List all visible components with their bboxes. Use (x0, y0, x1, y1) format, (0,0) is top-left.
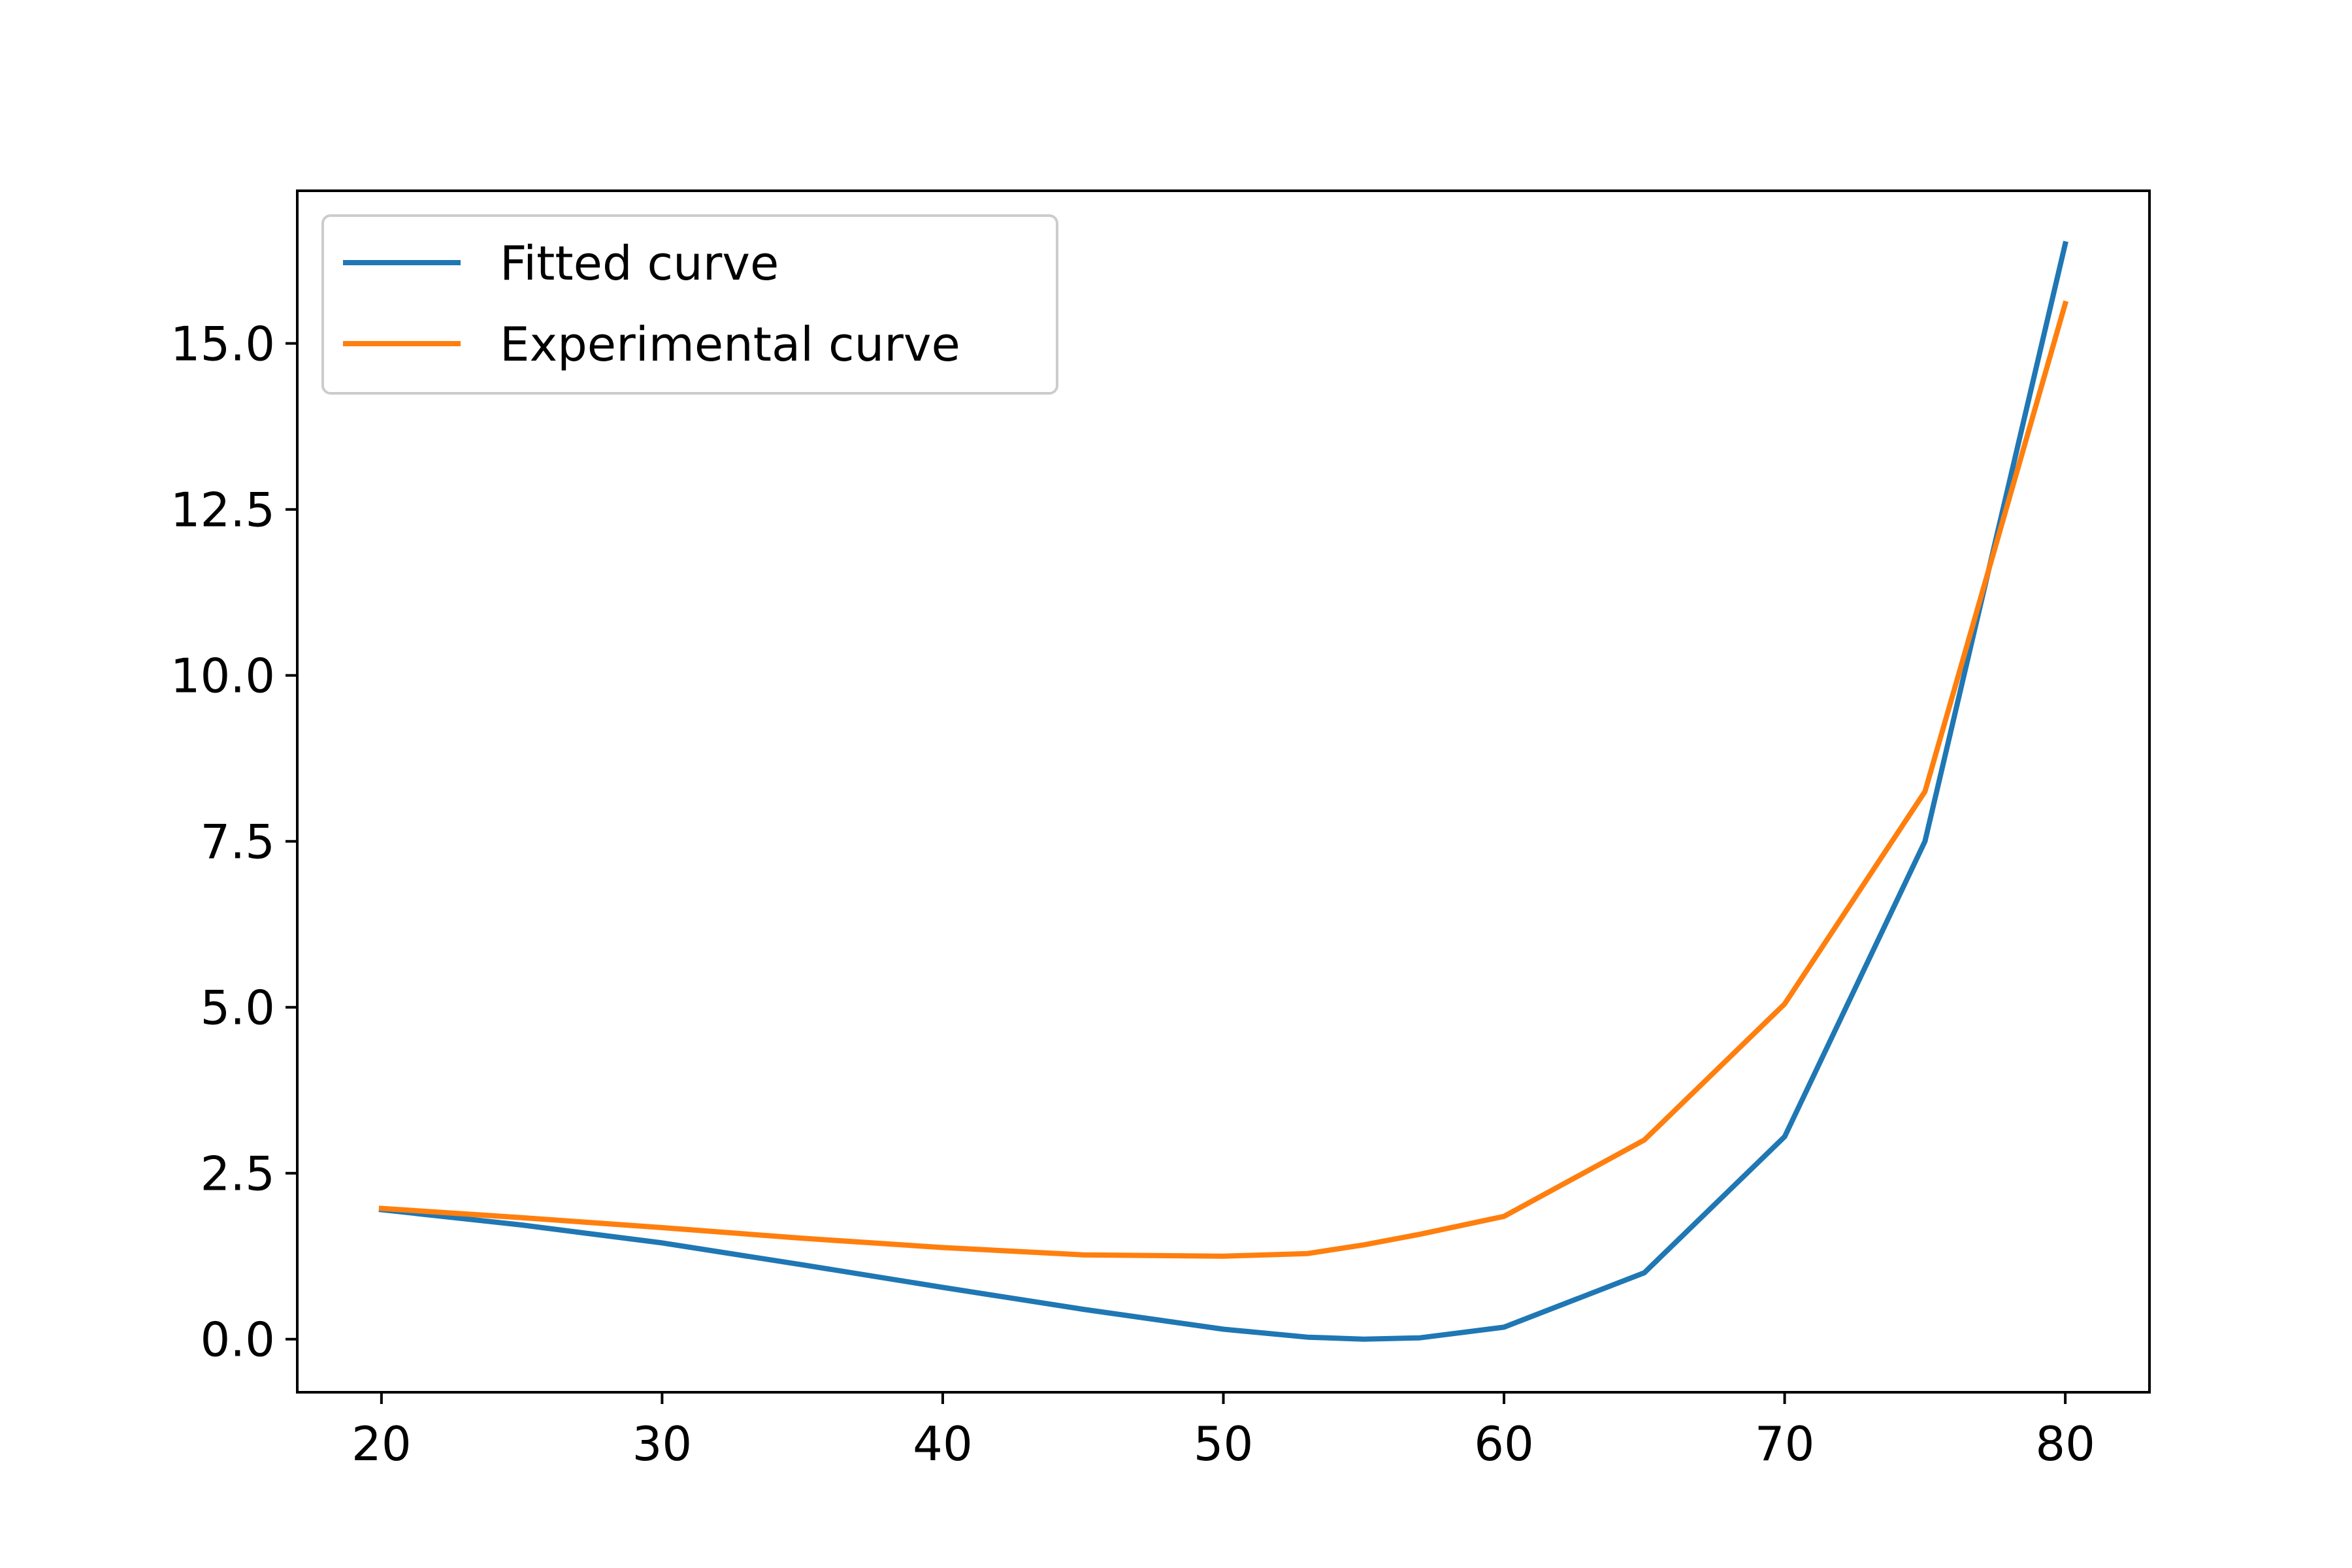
y-tick-label: 2.5 (200, 1147, 275, 1201)
legend: Fitted curve Experimental curve (321, 214, 1058, 395)
y-tick-label: 15.0 (171, 317, 275, 372)
series-layer (378, 240, 2069, 1342)
x-tick-label: 30 (632, 1416, 693, 1471)
y-tick-label: 0.0 (200, 1313, 275, 1367)
x-tick-label: 40 (913, 1416, 973, 1471)
x-tick-label: 70 (1755, 1416, 1815, 1471)
legend-box (321, 214, 1058, 395)
y-axis: 0.0 2.5 5.0 7.5 10.0 12.5 15.0 (171, 317, 297, 1367)
x-axis: 20 30 40 50 60 70 80 (351, 1392, 2095, 1471)
x-tick-label: 80 (2035, 1416, 2095, 1471)
series-line-experimental-curve (378, 300, 2069, 1259)
legend-label-fitted-curve: Fitted curve (500, 236, 779, 291)
series-line-fitted-curve (378, 240, 2068, 1342)
x-tick-label: 50 (1194, 1416, 1254, 1471)
legend-label-experimental-curve: Experimental curve (500, 317, 960, 372)
x-tick-label: 20 (351, 1416, 412, 1471)
x-tick-label: 60 (1474, 1416, 1534, 1471)
y-tick-label: 10.0 (171, 649, 275, 704)
y-tick-label: 12.5 (171, 483, 275, 538)
y-tick-label: 7.5 (200, 815, 275, 870)
y-tick-label: 5.0 (200, 981, 275, 1036)
